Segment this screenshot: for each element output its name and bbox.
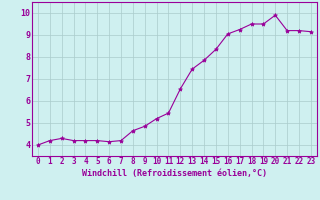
X-axis label: Windchill (Refroidissement éolien,°C): Windchill (Refroidissement éolien,°C): [82, 169, 267, 178]
